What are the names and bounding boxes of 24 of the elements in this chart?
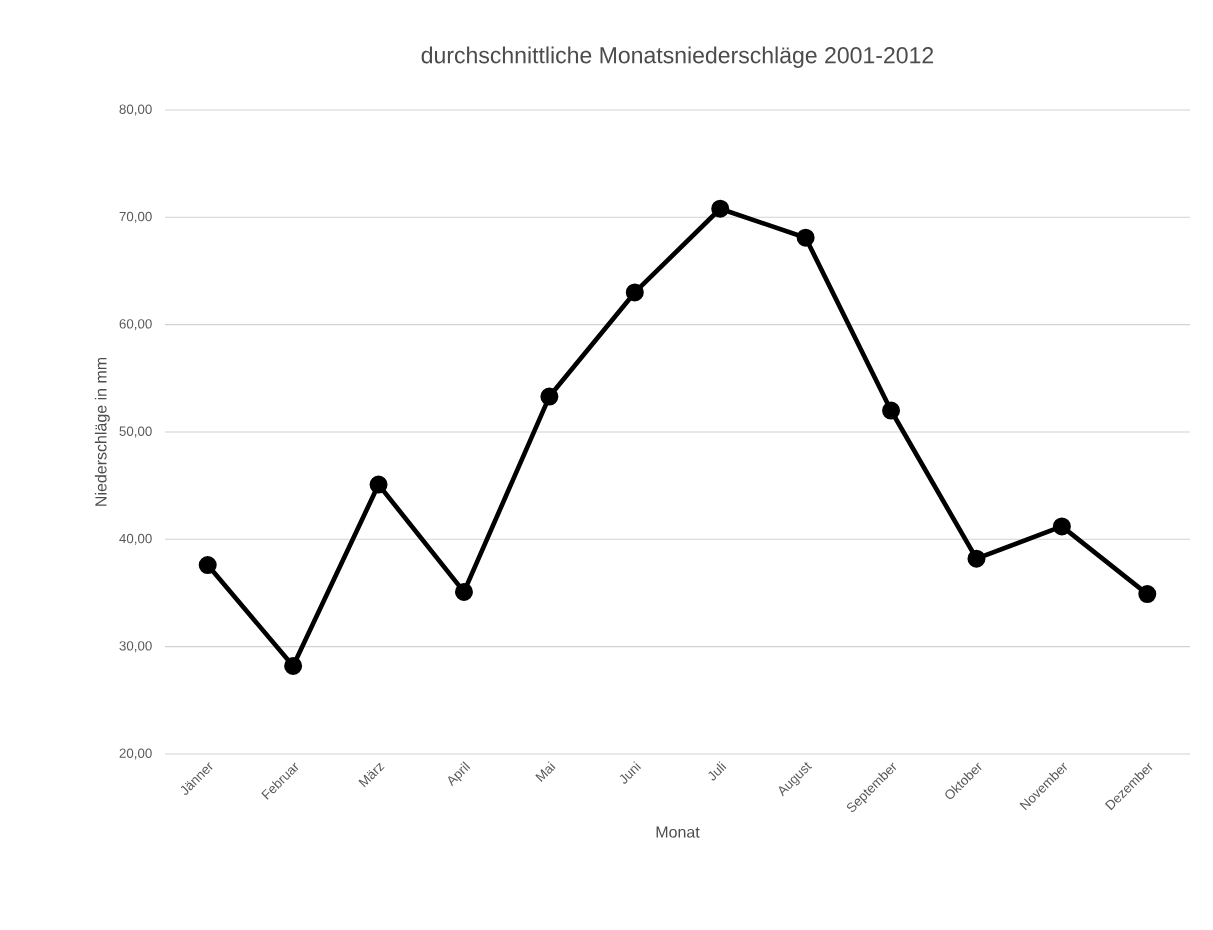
y-tick-label: 60,00 <box>119 319 152 331</box>
x-axis-title: Monat <box>656 826 700 838</box>
point <box>625 283 644 302</box>
y-tick-label: 20,00 <box>119 748 152 760</box>
point <box>369 475 388 494</box>
point <box>796 228 815 247</box>
y-tick-label: 80,00 <box>119 104 152 116</box>
point <box>1138 585 1157 604</box>
y-tick-label: 40,00 <box>119 533 152 545</box>
point <box>454 582 473 601</box>
point <box>1052 517 1071 536</box>
point <box>882 401 901 420</box>
y-tick-label: 30,00 <box>119 641 152 653</box>
point <box>711 199 730 218</box>
point <box>967 549 986 568</box>
x-tick-label: Juli <box>708 761 727 781</box>
chart-title: durchschnittliche Monatsniederschläge 2001-2012 <box>421 46 934 68</box>
point <box>198 556 217 575</box>
y-tick-label: 50,00 <box>119 426 152 438</box>
y-axis-title: Niederschläge in mm <box>94 357 110 506</box>
point <box>540 387 559 406</box>
x-tick-label: Mai <box>535 761 556 782</box>
y-tick-label: 70,00 <box>119 211 152 223</box>
point <box>284 656 303 675</box>
